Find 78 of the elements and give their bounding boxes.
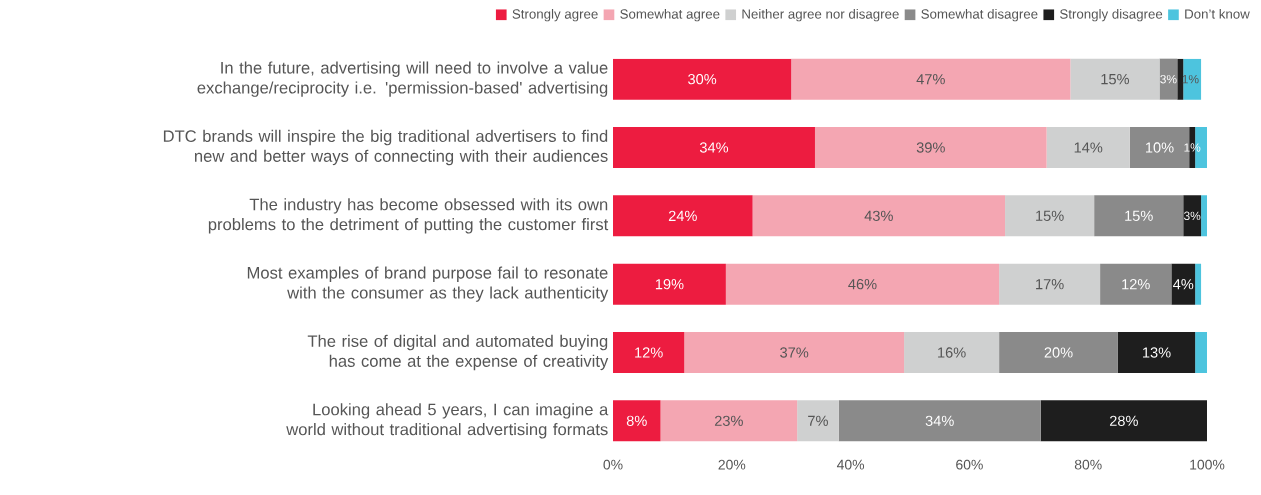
legend-label: Strongly agree — [512, 8, 598, 22]
legend-label: Neither agree nor disagree — [742, 8, 899, 22]
data-label: 23% — [714, 415, 743, 427]
bar — [797, 400, 839, 442]
y-tick-label: DTC brands will inspire the big traditional advertisers to find new and better ways of connecting with their audiences — [163, 129, 608, 166]
y-tick-label: The rise of digital and automated buying has come at the expense of creativity — [307, 334, 609, 371]
data-label: 17% — [1036, 279, 1064, 290]
bar — [1183, 58, 1202, 100]
bar — [1040, 400, 1208, 442]
bar — [1177, 58, 1184, 100]
data-label: 30% — [688, 74, 717, 85]
bar — [1046, 127, 1130, 168]
data-label: 19% — [655, 279, 684, 290]
bar — [613, 332, 685, 374]
bar — [1070, 58, 1160, 100]
data-label: 13% — [1143, 347, 1171, 358]
x-tick-label: 0% — [603, 459, 623, 470]
data-label: 47% — [916, 74, 945, 85]
data-label: 10% — [1145, 142, 1174, 153]
bar — [1117, 332, 1196, 374]
bar — [1201, 195, 1208, 237]
legend-label: Don’t know — [1185, 8, 1250, 19]
legend-label: Somewhat agree — [620, 8, 720, 22]
x-tick-label: 40% — [836, 459, 865, 470]
data-label: 16% — [938, 347, 966, 358]
bar — [1159, 58, 1178, 100]
data-label: 4% — [1173, 279, 1194, 290]
bar — [725, 263, 1000, 305]
legend-label: Strongly disagree — [1060, 8, 1163, 22]
bar — [613, 263, 726, 305]
bar — [999, 263, 1101, 305]
data-label: 15% — [1036, 210, 1064, 221]
data-label: 34% — [925, 415, 954, 427]
bar — [1100, 263, 1172, 305]
data-label: 3% — [1160, 74, 1177, 84]
legend-label: Somewhat disagree — [921, 8, 1038, 22]
data-label: 7% — [808, 415, 828, 426]
bar — [613, 400, 661, 442]
data-label: 39% — [916, 142, 945, 153]
data-label: 46% — [848, 279, 877, 290]
data-label: 37% — [780, 347, 809, 358]
bar — [660, 400, 798, 442]
bar — [1171, 263, 1196, 305]
bar — [1005, 195, 1095, 237]
bar — [1195, 263, 1202, 305]
y-tick-label: The industry has become obsessed with its own problems to the detriment of putting the customer first — [208, 198, 609, 234]
data-label: 8% — [626, 415, 647, 427]
data-label: 14% — [1074, 142, 1103, 153]
bar — [999, 332, 1118, 374]
data-label: 15% — [1125, 210, 1153, 221]
bar — [791, 58, 1071, 100]
data-label: 20% — [1044, 347, 1073, 358]
bar — [613, 127, 815, 168]
data-label: 43% — [864, 210, 893, 222]
bar — [838, 400, 1041, 442]
x-tick-label: 20% — [718, 459, 746, 470]
data-label: 28% — [1109, 415, 1138, 427]
data-label: 34% — [699, 142, 729, 153]
data-label: 3% — [1183, 211, 1201, 221]
x-tick-label: 100% — [1190, 459, 1225, 470]
data-label: 12% — [1122, 279, 1150, 290]
bar — [1183, 195, 1202, 237]
bar — [904, 332, 1000, 374]
x-tick-label: 80% — [1074, 459, 1102, 470]
x-tick-label: 60% — [956, 459, 983, 470]
y-tick-label: In the future, advertising will need to involve a value exchange/reciprocity i.e. 'permission-based' advertising — [197, 61, 608, 97]
bar — [1094, 195, 1184, 237]
bar — [814, 127, 1047, 168]
bar — [613, 58, 792, 100]
bar — [684, 332, 905, 374]
data-label: 15% — [1101, 74, 1130, 85]
bar — [1195, 332, 1208, 374]
y-tick-label: Looking ahead 5 years, I can imagine a world without traditional advertising formats — [286, 403, 609, 439]
y-tick-label: Most examples of brand purpose fail to resonate with the consumer as they lack authenticity — [247, 266, 609, 302]
data-label: 24% — [668, 210, 697, 221]
data-label: 12% — [635, 347, 663, 358]
bar — [752, 195, 1006, 237]
bar — [613, 195, 753, 237]
